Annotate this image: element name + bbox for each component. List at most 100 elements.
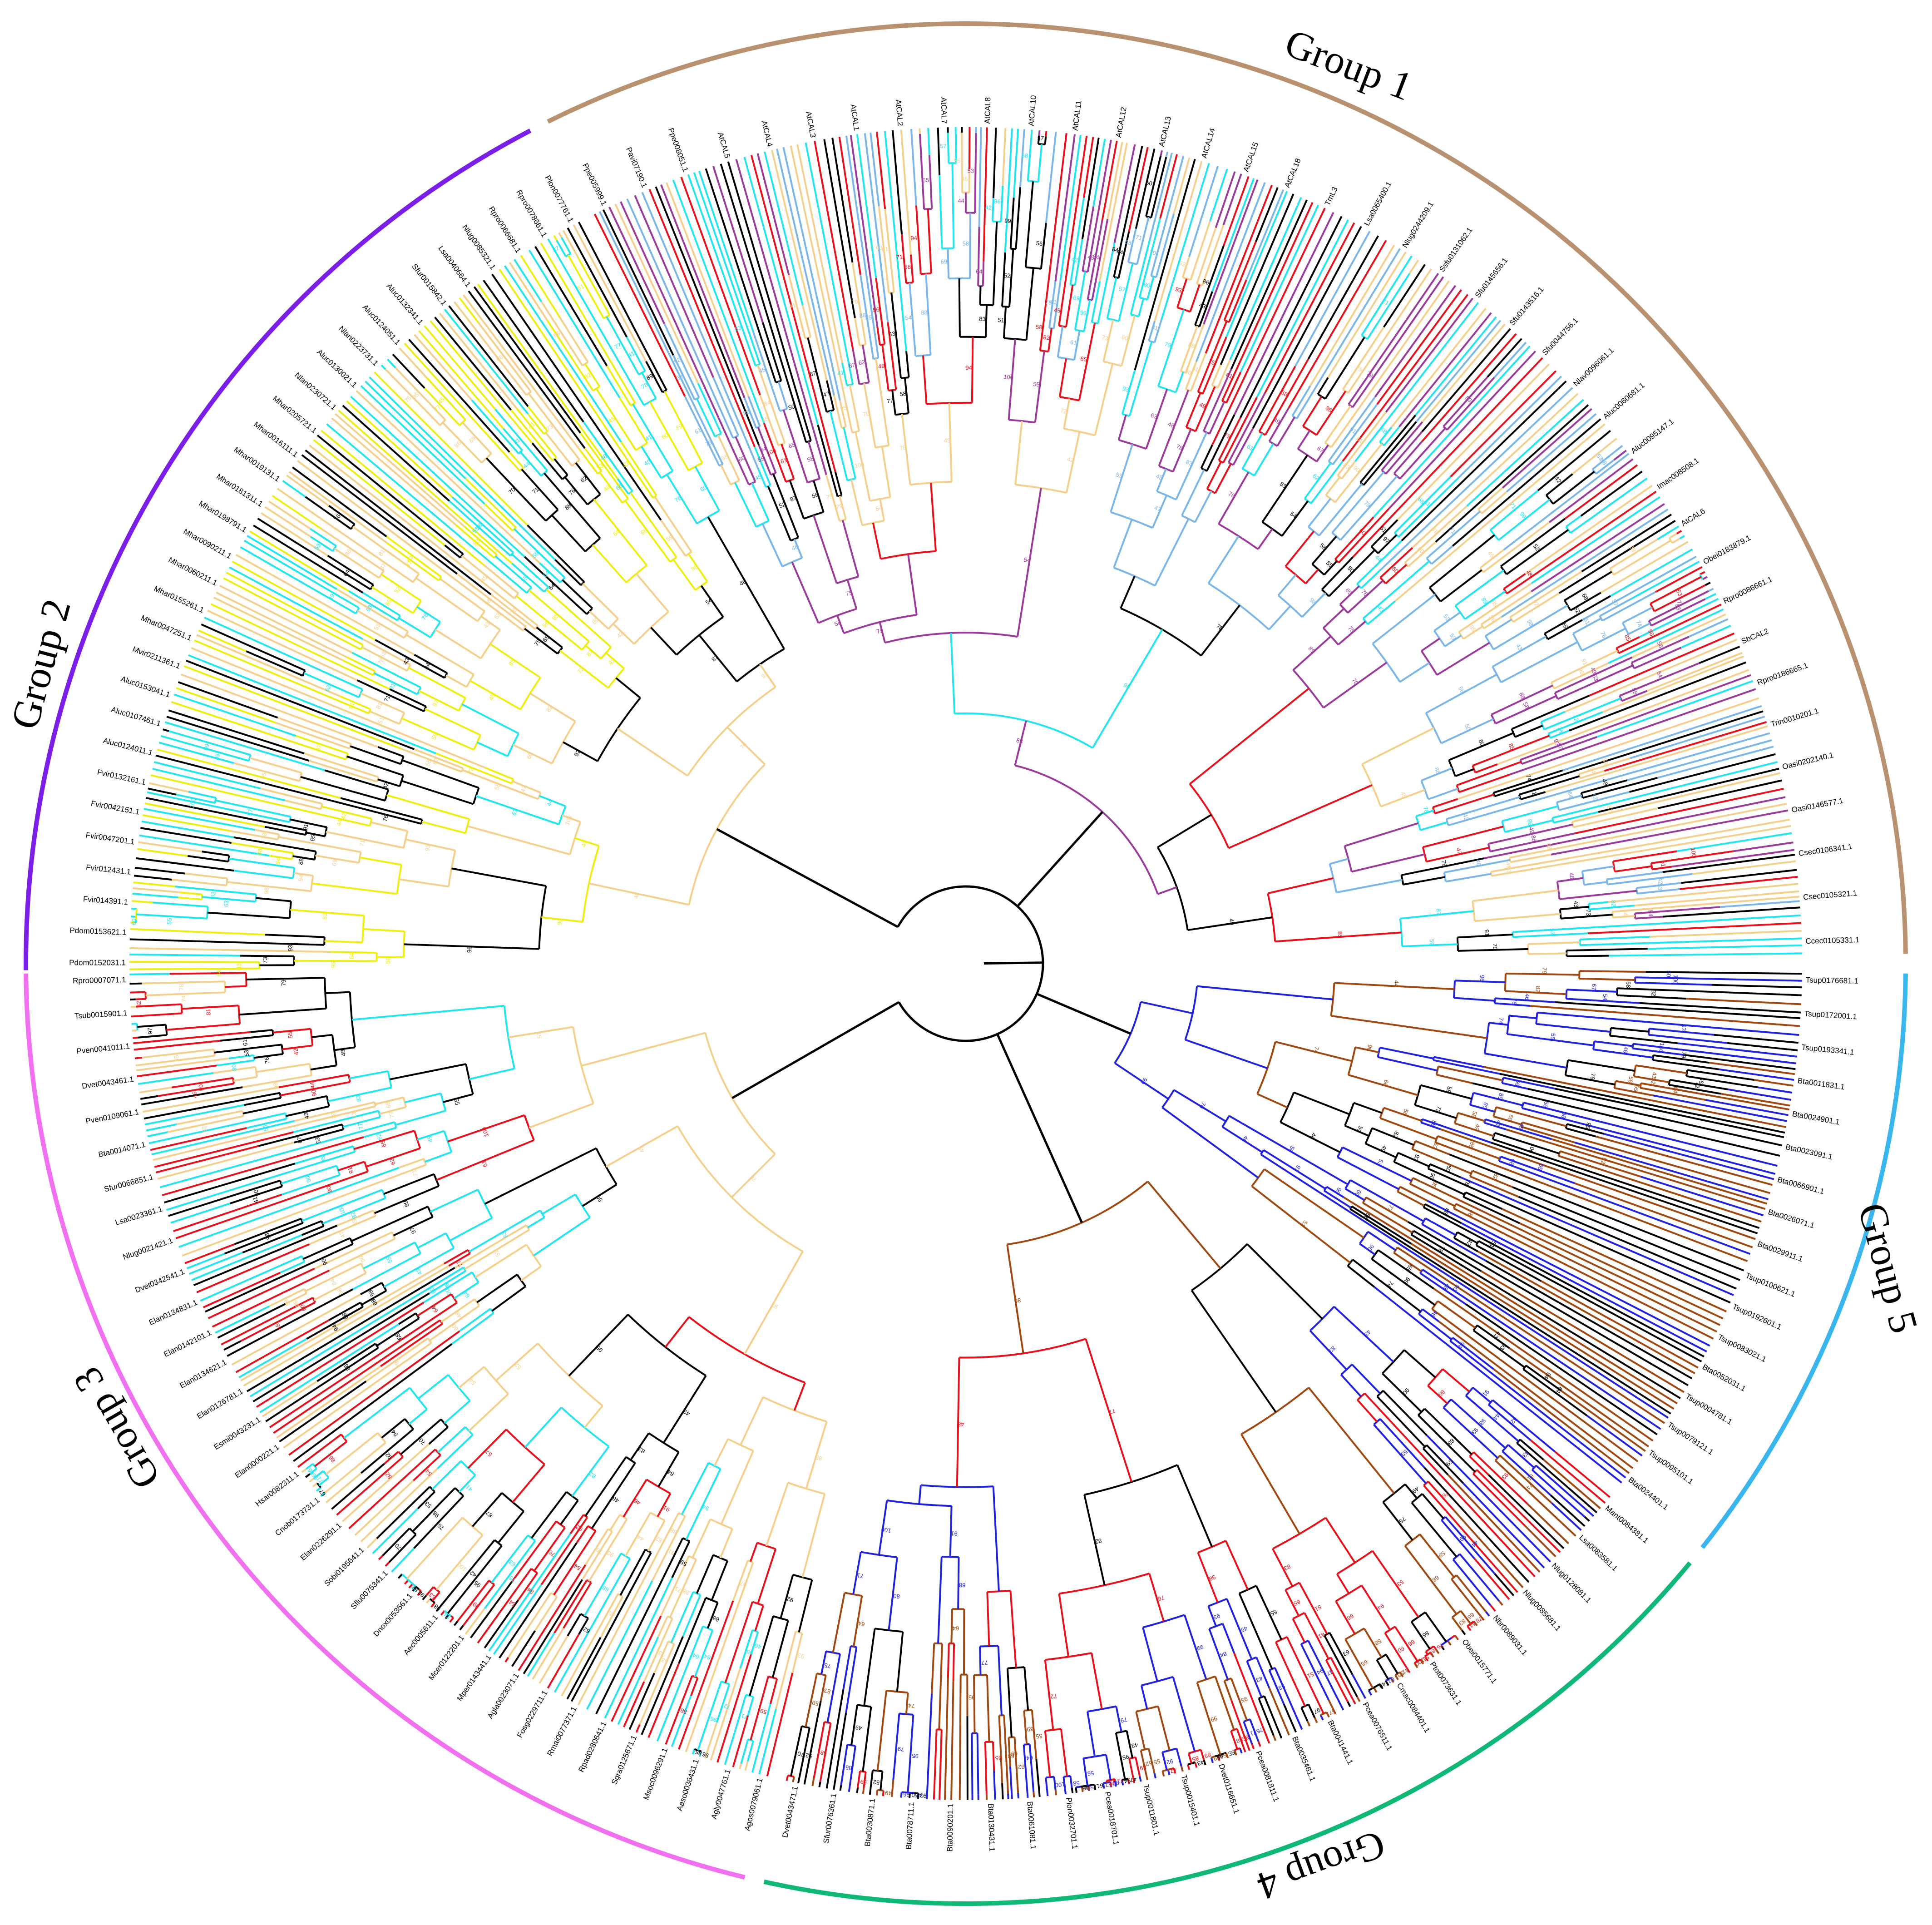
branch <box>474 1298 480 1306</box>
branch <box>377 778 400 787</box>
branch <box>837 494 842 498</box>
branch <box>296 460 480 599</box>
branch <box>230 830 278 841</box>
branch <box>1640 1176 1764 1217</box>
branch <box>690 1678 699 1696</box>
branch <box>242 1074 312 1089</box>
branch <box>862 345 870 383</box>
bootstrap-value: 46 <box>191 1091 198 1099</box>
branch <box>1398 1152 1430 1168</box>
branch <box>1566 1127 1596 1138</box>
tip-label: Mhar0047251.1 <box>140 614 193 643</box>
bootstrap-value: 93 <box>1498 1342 1508 1352</box>
bootstrap-value: 58 <box>1280 389 1289 398</box>
branch <box>272 1028 311 1034</box>
branch <box>1686 998 1801 1005</box>
branch <box>1495 695 1557 725</box>
branch <box>1413 1663 1418 1668</box>
branch <box>1362 727 1434 765</box>
bootstrap-value: 81 <box>667 1548 676 1557</box>
branch <box>695 581 708 591</box>
branch <box>634 195 714 378</box>
branch <box>1151 275 1156 278</box>
tip-label: Fvir0132161.1 <box>96 767 146 787</box>
branch <box>1493 341 1527 378</box>
branch <box>1635 988 1802 996</box>
bootstrap-value: 60 <box>1397 1645 1406 1654</box>
tip-label: Sfu0143516.1 <box>1508 285 1546 327</box>
branch <box>1494 781 1542 797</box>
branch <box>301 1468 307 1473</box>
branch <box>1307 498 1331 528</box>
branch <box>1044 1730 1051 1777</box>
branch <box>297 1450 320 1468</box>
branch <box>1477 487 1503 510</box>
bootstrap-value: 98 <box>1526 619 1535 628</box>
branch <box>1393 1252 1422 1272</box>
branch <box>519 451 542 477</box>
bootstrap-value: 71 <box>1117 1777 1124 1785</box>
tip-label: Tsup0004781.1 <box>1684 1392 1734 1426</box>
branch <box>133 881 175 888</box>
branch <box>798 1727 810 1778</box>
branch <box>576 1525 589 1544</box>
branch <box>682 1537 690 1542</box>
bootstrap-value: 93 <box>797 1652 805 1660</box>
branch <box>1685 1054 1796 1070</box>
branch <box>1461 1629 1466 1635</box>
branch <box>173 1193 282 1232</box>
branch <box>293 1343 453 1462</box>
branch <box>1251 1743 1255 1749</box>
bootstrap-value: 48 <box>1568 872 1576 879</box>
bootstrap-value: 46 <box>1524 994 1531 1000</box>
branch <box>394 1122 397 1128</box>
branch <box>1252 226 1362 429</box>
branch <box>1158 390 1190 466</box>
branch <box>202 851 230 856</box>
branch <box>1044 136 1047 145</box>
branch <box>1239 216 1343 418</box>
branch <box>1296 380 1321 419</box>
branch <box>129 968 183 970</box>
bootstrap-value: 85 <box>1468 624 1477 633</box>
branch <box>1173 1768 1176 1774</box>
branch <box>1150 235 1163 277</box>
branch <box>255 829 279 836</box>
bootstrap-value: 96 <box>903 1791 910 1798</box>
branch <box>1404 1545 1458 1615</box>
tip-label: Bta0041441.1 <box>1326 1719 1355 1766</box>
bootstrap-value: 61 <box>1246 443 1255 452</box>
branch <box>1465 1395 1519 1442</box>
branch <box>216 1059 255 1067</box>
branch <box>1423 1480 1429 1486</box>
branch <box>1175 371 1184 393</box>
branch <box>934 1729 938 1782</box>
branch <box>398 712 405 724</box>
bootstrap-value: 90 <box>1334 1186 1343 1195</box>
branch <box>219 584 353 654</box>
branch <box>1551 809 1789 856</box>
branch <box>562 230 579 258</box>
tip-label: AtCAL15 <box>1242 141 1260 173</box>
branch <box>493 1584 543 1655</box>
branch <box>1092 629 1163 749</box>
bootstrap-value: 64 <box>976 268 983 275</box>
branch <box>1379 1117 1437 1140</box>
branch <box>371 586 414 614</box>
branch <box>1115 1732 1126 1780</box>
tip-label: Rpro0186665.1 <box>1756 661 1809 687</box>
branch <box>909 282 917 356</box>
branch <box>1455 768 1474 777</box>
branch <box>488 1533 571 1652</box>
branch <box>1633 1065 1637 1077</box>
tip-label: Fvir0042151.1 <box>90 799 140 817</box>
bootstrap-value: 76 <box>673 495 682 504</box>
branch <box>1555 1088 1784 1138</box>
bootstrap-value: 67 <box>809 370 817 378</box>
bootstrap-value: 50 <box>595 1194 604 1203</box>
branch <box>1130 239 1151 315</box>
branch <box>875 278 886 345</box>
branch <box>1681 869 1797 884</box>
bootstrap-value: 79 <box>1223 431 1232 440</box>
branch <box>459 553 464 559</box>
